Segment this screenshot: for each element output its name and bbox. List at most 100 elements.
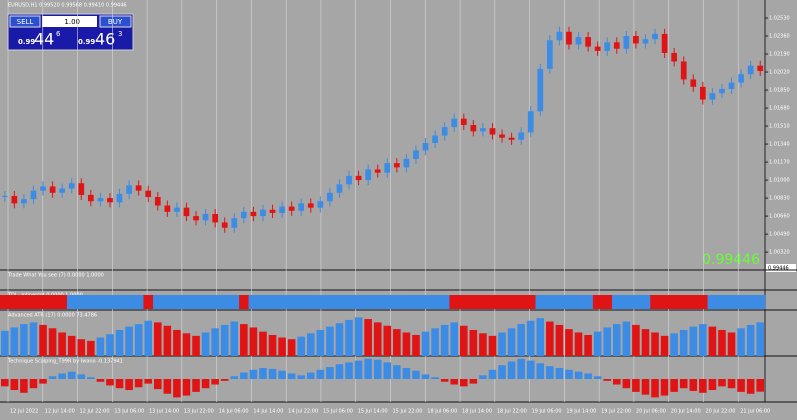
candle xyxy=(298,203,305,211)
atr-bar xyxy=(632,324,640,356)
candle xyxy=(40,186,46,191)
price-label: 1.01850 xyxy=(769,88,790,94)
atr-bar xyxy=(307,333,315,356)
scalp-bar xyxy=(727,379,736,389)
time-label: 14 Jul 06:00 xyxy=(219,409,249,415)
scalp-bar xyxy=(125,379,133,391)
tdi-bar xyxy=(487,295,498,309)
scalp-bar xyxy=(632,379,640,392)
time-label: 19 Jul 22:00 xyxy=(601,409,631,415)
atr-bar xyxy=(517,324,525,356)
candle xyxy=(757,65,764,71)
candle xyxy=(78,183,85,195)
atr-bar xyxy=(613,324,621,356)
time-label: 20 Jul 22:00 xyxy=(705,409,735,415)
tdi-bar xyxy=(344,295,355,309)
candle xyxy=(202,213,209,221)
sell-button[interactable] xyxy=(9,15,41,28)
atr-bar xyxy=(469,329,478,356)
candle xyxy=(145,190,152,198)
scalp-bar xyxy=(259,367,267,379)
tdi-bar xyxy=(19,295,29,309)
scalp-bar xyxy=(622,379,631,389)
scalp-bar xyxy=(10,379,19,391)
atr-bar xyxy=(48,328,57,356)
scalp-bar xyxy=(364,358,372,379)
atr-bar xyxy=(603,327,611,356)
tdi-bar xyxy=(95,295,106,309)
scalp-bar xyxy=(1,379,9,387)
tdi-bar xyxy=(516,295,527,309)
atr-bar xyxy=(115,329,124,356)
time-label: 18 Jul 06:00 xyxy=(427,409,457,415)
atr-bar xyxy=(230,321,239,356)
big-price: 0.99446 xyxy=(702,252,760,268)
scalp-bar xyxy=(699,379,707,393)
tdi-bar xyxy=(592,295,603,309)
panel-title: Technique Scalping_T99R by Iwano -0.1379… xyxy=(7,359,123,365)
candle xyxy=(11,195,18,204)
candle xyxy=(441,127,448,136)
price-box-label: 0.99446 xyxy=(768,266,789,272)
scalp-bar xyxy=(488,369,497,379)
atr-bar xyxy=(87,340,95,356)
tdi-bar xyxy=(86,295,96,309)
atr-bar xyxy=(259,331,267,356)
candle xyxy=(508,137,515,140)
candle xyxy=(623,36,630,49)
price-label: 1.01000 xyxy=(769,178,790,184)
tdi-bar xyxy=(325,295,335,309)
tdi-bar xyxy=(669,295,680,309)
scalp-bar xyxy=(335,364,344,379)
candle xyxy=(499,134,505,138)
tdi-bar xyxy=(267,295,278,309)
candle xyxy=(518,132,525,140)
scalp-bar xyxy=(201,379,210,389)
tdi-bar xyxy=(459,295,469,309)
scalp-bar xyxy=(440,379,449,382)
tdi-bar xyxy=(334,295,345,309)
tdi-bar xyxy=(363,295,374,309)
buy-button[interactable] xyxy=(99,15,132,28)
atr-bar xyxy=(39,324,47,356)
candle xyxy=(107,198,113,203)
candle xyxy=(728,82,735,89)
atr-bar xyxy=(10,327,19,356)
time-label: 13 Jul 14:00 xyxy=(149,409,179,415)
atr-bar xyxy=(335,323,344,356)
scalp-bar xyxy=(29,379,38,389)
scalp-bar xyxy=(287,373,296,379)
tdi-bar xyxy=(678,295,689,309)
tdi-bar xyxy=(411,295,422,309)
sell-label: SELL xyxy=(17,18,34,26)
scalp-bar xyxy=(268,368,277,379)
atr-bar xyxy=(421,331,430,356)
price-label: 1.00320 xyxy=(769,250,790,256)
atr-bar xyxy=(182,333,191,356)
tdi-bar xyxy=(162,295,173,309)
panel-title: Advanced ATR (17) 0.0000 73.4786 xyxy=(8,313,97,319)
candle xyxy=(661,33,668,53)
candle xyxy=(403,158,410,168)
lot-input[interactable] xyxy=(42,16,97,27)
tdi-bar xyxy=(745,295,756,309)
scalp-bar xyxy=(603,379,611,381)
tdi-bar xyxy=(621,295,632,309)
tdi-bar xyxy=(602,295,613,309)
atr-bar xyxy=(297,336,305,356)
scalp-bar xyxy=(373,359,382,379)
tdi-bar xyxy=(229,295,240,309)
price-label: 1.00490 xyxy=(769,232,790,238)
atr-bar xyxy=(134,324,143,356)
tdi-bar xyxy=(535,295,546,309)
atr-bar xyxy=(96,337,105,356)
price-label: 1.02360 xyxy=(769,34,790,40)
tdi-bar xyxy=(286,295,297,309)
tdi-bar xyxy=(306,295,316,309)
tdi-bar xyxy=(219,295,230,309)
tdi-bar xyxy=(698,295,708,309)
tdi-bar xyxy=(210,295,221,309)
atr-bar xyxy=(756,322,764,356)
scalp-bar xyxy=(756,379,764,392)
